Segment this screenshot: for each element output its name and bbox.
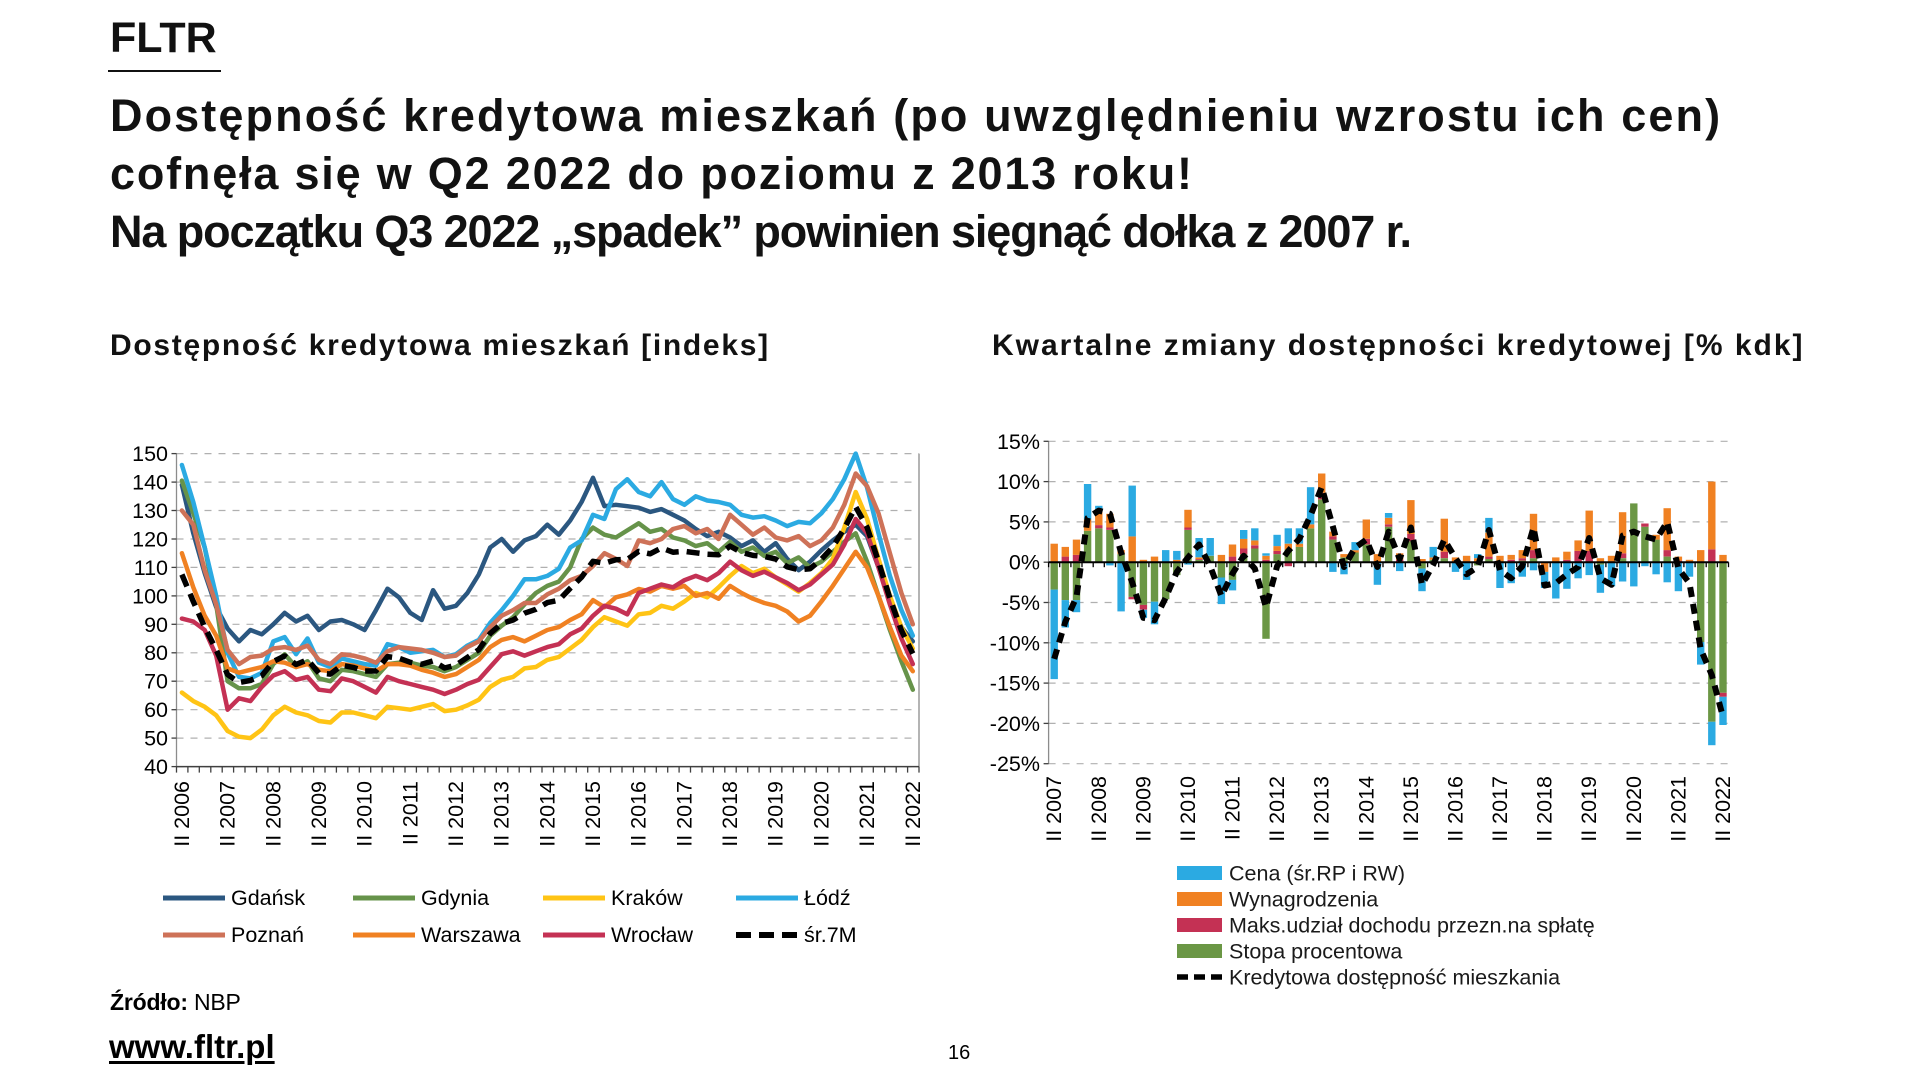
svg-text:II 2015: II 2015: [581, 781, 605, 847]
svg-text:II 2009: II 2009: [307, 781, 331, 847]
svg-text:Warszawa: Warszawa: [421, 923, 521, 947]
svg-text:śr.7M: śr.7M: [804, 923, 857, 947]
svg-text:0%: 0%: [1009, 551, 1040, 575]
svg-text:-25%: -25%: [990, 752, 1040, 776]
svg-text:II 2021: II 2021: [1666, 776, 1690, 842]
svg-text:Maks.udział dochodu przezn.na: Maks.udział dochodu przezn.na spłatę: [1229, 914, 1595, 938]
svg-text:50: 50: [144, 727, 168, 751]
svg-text:II 2007: II 2007: [1042, 776, 1066, 842]
svg-text:80: 80: [144, 641, 168, 665]
svg-text:140: 140: [132, 471, 168, 495]
svg-text:II 2016: II 2016: [1444, 776, 1468, 842]
svg-text:Gdynia: Gdynia: [421, 886, 489, 910]
svg-text:Kredytowa dostępność mieszkani: Kredytowa dostępność mieszkania: [1229, 966, 1560, 990]
svg-text:II 2008: II 2008: [1087, 776, 1111, 842]
svg-text:60: 60: [144, 698, 168, 722]
svg-text:II 2014: II 2014: [1354, 776, 1378, 842]
svg-text:II 2022: II 2022: [901, 781, 925, 847]
svg-text:II 2015: II 2015: [1399, 776, 1423, 842]
svg-text:II 2010: II 2010: [1176, 776, 1200, 842]
svg-text:70: 70: [144, 670, 168, 694]
svg-text:5%: 5%: [1009, 510, 1040, 534]
svg-text:II 2017: II 2017: [1488, 776, 1512, 842]
svg-text:Stopa procentowa: Stopa procentowa: [1229, 940, 1402, 964]
svg-text:II 2014: II 2014: [535, 781, 559, 847]
svg-text:II 2019: II 2019: [1577, 776, 1601, 842]
svg-text:II 2009: II 2009: [1131, 776, 1155, 842]
svg-text:Gdańsk: Gdańsk: [231, 886, 305, 910]
svg-text:II 2013: II 2013: [1310, 776, 1334, 842]
svg-text:Poznań: Poznań: [231, 923, 304, 947]
svg-text:II 2018: II 2018: [1533, 776, 1557, 842]
svg-text:Wynagrodzenia: Wynagrodzenia: [1229, 888, 1378, 912]
svg-text:II 2019: II 2019: [764, 781, 788, 847]
svg-text:II 2006: II 2006: [170, 781, 194, 847]
svg-text:II 2012: II 2012: [1265, 776, 1289, 842]
svg-text:150: 150: [132, 442, 168, 466]
svg-text:II 2022: II 2022: [1711, 776, 1735, 842]
svg-text:-10%: -10%: [990, 631, 1040, 655]
svg-text:100: 100: [132, 584, 168, 608]
svg-text:II 2013: II 2013: [490, 781, 514, 847]
svg-text:10%: 10%: [997, 470, 1040, 494]
svg-text:II 2020: II 2020: [1622, 776, 1646, 842]
svg-text:II 2012: II 2012: [444, 781, 468, 847]
svg-text:II 2020: II 2020: [809, 781, 833, 847]
svg-text:-15%: -15%: [990, 672, 1040, 696]
svg-text:90: 90: [144, 613, 168, 637]
svg-text:II 2011: II 2011: [1221, 776, 1245, 840]
svg-text:Kraków: Kraków: [611, 886, 683, 910]
svg-text:130: 130: [132, 499, 168, 523]
svg-text:II 2011: II 2011: [398, 781, 422, 845]
svg-text:II 2018: II 2018: [718, 781, 742, 847]
svg-text:120: 120: [132, 528, 168, 552]
svg-text:-5%: -5%: [1002, 591, 1040, 615]
svg-text:II 2021: II 2021: [855, 781, 879, 847]
svg-text:II 2016: II 2016: [627, 781, 651, 847]
svg-text:40: 40: [144, 755, 168, 779]
svg-text:II 2010: II 2010: [353, 781, 377, 847]
svg-text:II 2017: II 2017: [672, 781, 696, 847]
svg-text:110: 110: [134, 556, 168, 580]
svg-text:Wrocław: Wrocław: [611, 923, 694, 947]
svg-text:II 2007: II 2007: [216, 781, 240, 847]
svg-text:-20%: -20%: [990, 712, 1040, 736]
svg-text:Cena (śr.RP i RW): Cena (śr.RP i RW): [1229, 862, 1405, 886]
svg-text:15%: 15%: [997, 430, 1040, 454]
svg-text:II 2008: II 2008: [261, 781, 285, 847]
svg-text:Łódź: Łódź: [804, 886, 851, 910]
